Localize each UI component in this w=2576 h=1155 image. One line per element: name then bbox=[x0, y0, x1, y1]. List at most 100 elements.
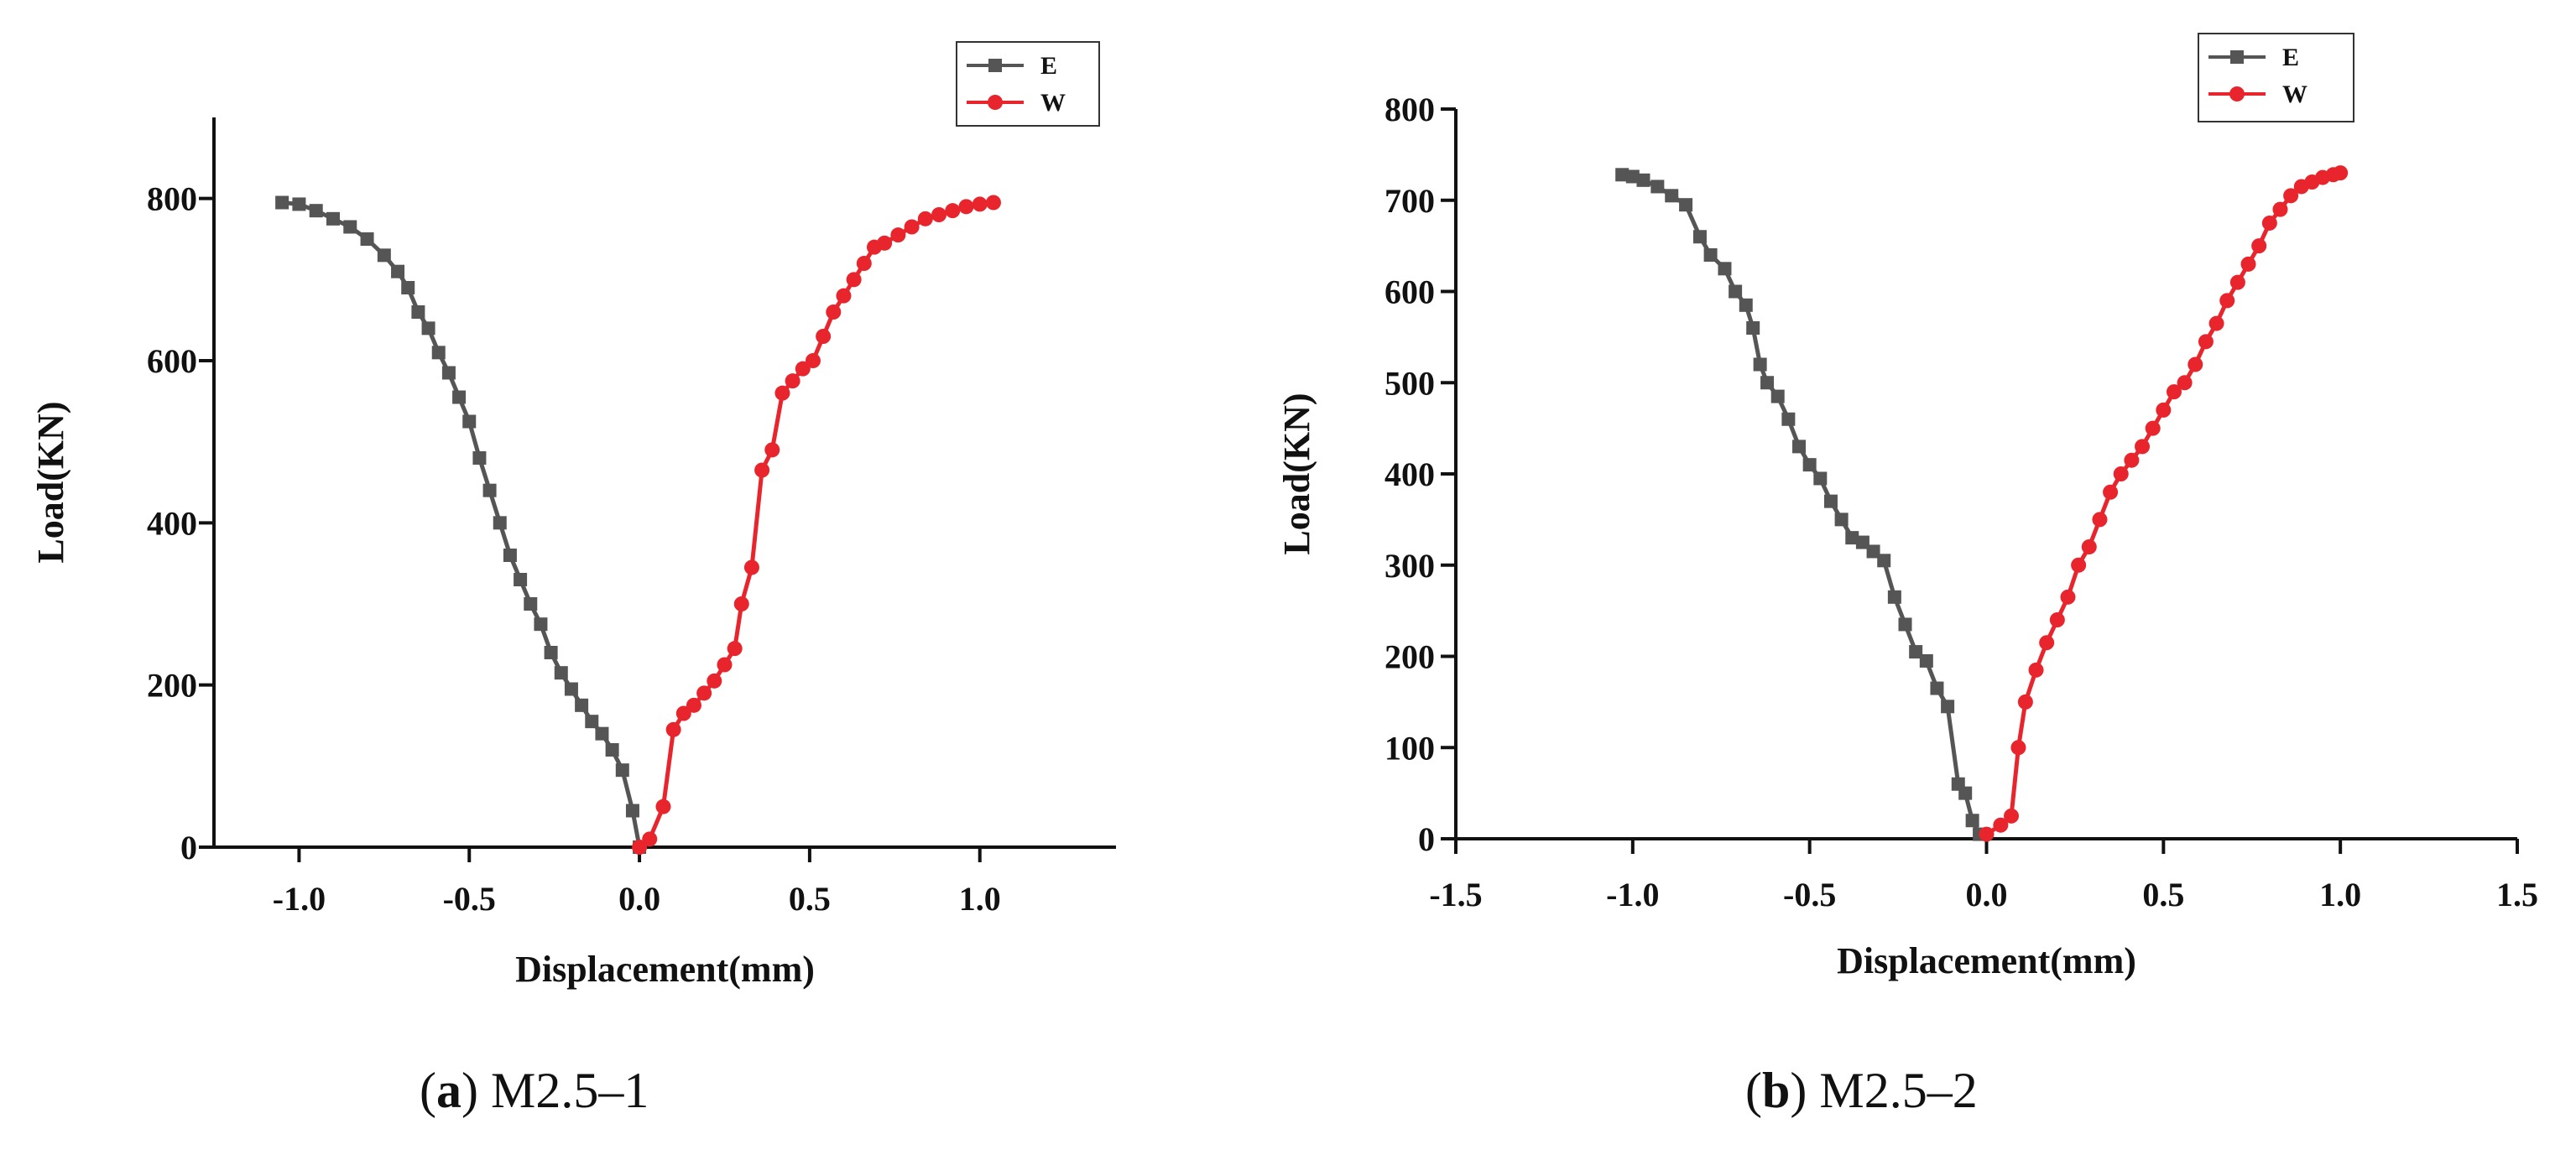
series-e-point bbox=[462, 414, 477, 429]
series-e-point bbox=[1813, 471, 1828, 486]
series-e-point bbox=[1746, 321, 1760, 335]
series-e-point bbox=[1753, 357, 1767, 372]
series-e-point bbox=[1679, 198, 1693, 212]
series-w-point bbox=[972, 196, 988, 212]
series-e-point bbox=[554, 666, 568, 680]
series-e-line bbox=[1621, 172, 1982, 835]
series-w-point bbox=[985, 195, 1001, 211]
series-e-point bbox=[524, 597, 538, 611]
series-e-point bbox=[544, 646, 558, 659]
x-tick-label: -1.5 bbox=[1429, 876, 1482, 913]
y-tick-label: 600 bbox=[1384, 273, 1435, 311]
series-e-point bbox=[1877, 554, 1891, 568]
series-e-point bbox=[275, 195, 289, 210]
series-e-point bbox=[1729, 284, 1743, 299]
series-w-line bbox=[1985, 170, 2341, 836]
series-e-point bbox=[401, 281, 415, 294]
series-w-point bbox=[764, 442, 780, 458]
series-e-point bbox=[441, 366, 456, 380]
series-w-point bbox=[1979, 826, 1995, 842]
series-e-point bbox=[1845, 531, 1859, 545]
series-e-point bbox=[1887, 590, 1901, 604]
chart-b: -1.5 -1.0 -0.5 0.0 0.5 1.0 1.5 0 100 200 300 400 500… bbox=[1276, 33, 2538, 981]
series-e-point bbox=[411, 305, 425, 319]
chart-a: -1.0 -0.5 0.0 0.5 1.0 0 200 400 600 800 Displaceme… bbox=[30, 41, 1116, 990]
series-w-point bbox=[665, 721, 681, 737]
caption-a: (a) M2.5–1 bbox=[420, 1063, 649, 1118]
series-e-point bbox=[360, 232, 374, 246]
series-e-point bbox=[1941, 700, 1955, 714]
series-w-point bbox=[2081, 539, 2097, 554]
series-w-point bbox=[2261, 215, 2277, 231]
series-w-point bbox=[877, 235, 893, 251]
series-w-point bbox=[2188, 356, 2203, 372]
series-e-point bbox=[534, 617, 548, 632]
y-tick-label: 400 bbox=[147, 504, 197, 542]
series-w-point bbox=[2240, 256, 2256, 272]
series-w-point bbox=[696, 685, 712, 701]
series-e-point bbox=[1855, 535, 1869, 549]
series-e-point bbox=[1718, 262, 1732, 276]
series-w-point bbox=[2251, 238, 2267, 254]
series-e-point bbox=[482, 483, 497, 497]
series-w-point bbox=[2071, 557, 2087, 573]
series-e-point bbox=[1739, 298, 1753, 312]
series-e-point bbox=[421, 321, 435, 336]
series-e-point bbox=[564, 682, 578, 696]
series-w-point bbox=[675, 705, 691, 721]
legend-marker-e bbox=[2230, 50, 2244, 64]
y-tick-label: 400 bbox=[1384, 455, 1435, 493]
series-w-point bbox=[686, 697, 701, 713]
x-tick-label: -0.5 bbox=[1783, 876, 1836, 913]
series-e-point bbox=[1665, 189, 1679, 203]
series-w-point bbox=[2010, 740, 2026, 756]
series-w-point bbox=[743, 559, 759, 575]
legend-marker-w bbox=[988, 95, 1003, 110]
y-tick-label: 0 bbox=[1418, 820, 1435, 858]
x-tick-label: 0.0 bbox=[618, 880, 660, 918]
series-w-point bbox=[856, 256, 872, 271]
series-w-point bbox=[890, 227, 906, 243]
legend-label-e: E bbox=[2282, 44, 2299, 71]
series-w-point bbox=[642, 831, 658, 847]
x-tick-label: -1.0 bbox=[273, 880, 326, 918]
series-e-point bbox=[309, 204, 323, 218]
series-w-point bbox=[931, 207, 947, 222]
series-e-point bbox=[493, 516, 507, 530]
caption-b-letter: b bbox=[1762, 1063, 1790, 1118]
x-tick-label: 1.5 bbox=[2496, 876, 2538, 913]
series-w-point bbox=[733, 596, 749, 611]
series-e-point bbox=[1770, 389, 1785, 403]
series-w-point bbox=[816, 329, 832, 344]
y-tick-label: 200 bbox=[147, 667, 197, 705]
caption-b-label: ) M2.5–2 bbox=[1790, 1063, 1977, 1118]
series-w-point bbox=[795, 361, 811, 377]
x-tick-label: -1.0 bbox=[1606, 876, 1659, 913]
legend-label-w: W bbox=[1040, 89, 1066, 117]
legend-label-w: W bbox=[2282, 81, 2307, 108]
x-tick-label: 1.0 bbox=[959, 880, 1001, 918]
series-e-point bbox=[625, 804, 639, 818]
series-w-point bbox=[2049, 612, 2065, 627]
series-e-point bbox=[605, 743, 619, 757]
series-e-point bbox=[585, 715, 599, 729]
series-w-point bbox=[2124, 452, 2140, 468]
series-w-point bbox=[2135, 439, 2151, 455]
series-w-point bbox=[632, 840, 648, 855]
series-w-point bbox=[2283, 188, 2299, 204]
series-w-point bbox=[2177, 375, 2193, 391]
y-axis-label: Load(KN) bbox=[30, 401, 71, 563]
series-e-point bbox=[292, 197, 306, 211]
series-w-point bbox=[836, 288, 852, 304]
series-w-point bbox=[945, 203, 961, 219]
series-w-point bbox=[2272, 201, 2288, 217]
series-e-point bbox=[1823, 494, 1838, 508]
series-w-point bbox=[2039, 635, 2055, 651]
series-w-point bbox=[727, 641, 743, 657]
series-w-point bbox=[917, 211, 933, 226]
series-w-point bbox=[717, 657, 733, 673]
series-w-line bbox=[638, 200, 994, 849]
series-e-point bbox=[431, 346, 446, 360]
series-w-point bbox=[2103, 484, 2119, 500]
series-w-point bbox=[2028, 662, 2044, 678]
